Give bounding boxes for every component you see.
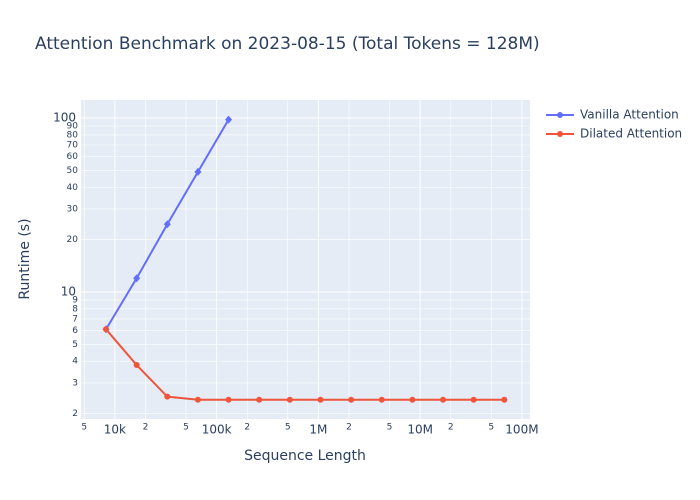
data-point bbox=[409, 396, 416, 403]
x-tick-label: 2 bbox=[448, 423, 454, 433]
y-tick-label: 8 bbox=[72, 304, 78, 314]
y-tick-label: 40 bbox=[67, 183, 79, 193]
x-tick-label: 5 bbox=[488, 423, 494, 433]
legend-marker bbox=[557, 112, 563, 118]
x-tick-label: 10M bbox=[407, 423, 433, 437]
x-tick-label: 100k bbox=[202, 423, 232, 437]
x-tick-label: 5 bbox=[285, 423, 291, 433]
data-point bbox=[470, 396, 477, 403]
y-tick-label: 6 bbox=[72, 326, 78, 336]
y-tick-label: 60 bbox=[67, 152, 79, 162]
legend-label: Dilated Attention bbox=[580, 127, 682, 141]
y-tick-label: 7 bbox=[72, 314, 78, 324]
x-tick-label: 5 bbox=[183, 423, 189, 433]
x-tick-label: 2 bbox=[143, 423, 149, 433]
data-point bbox=[225, 396, 232, 403]
data-point bbox=[378, 396, 385, 403]
legend-marker bbox=[557, 131, 563, 137]
y-tick-label: 4 bbox=[72, 357, 78, 367]
y-tick-label: 5 bbox=[72, 340, 78, 350]
data-point bbox=[348, 396, 355, 403]
data-point bbox=[133, 362, 140, 369]
data-point bbox=[133, 274, 141, 283]
data-point bbox=[163, 220, 171, 229]
y-tick-label: 20 bbox=[67, 235, 79, 245]
x-tick-label: 10k bbox=[104, 423, 126, 437]
y-tick-label: 90 bbox=[67, 122, 79, 132]
y-tick-label: 9 bbox=[72, 295, 78, 305]
x-axis-title: Sequence Length bbox=[244, 448, 366, 464]
data-point bbox=[501, 396, 508, 403]
x-tick-label: 1M bbox=[309, 423, 327, 437]
y-tick-label: 70 bbox=[67, 140, 79, 150]
data-point bbox=[286, 396, 293, 403]
data-point bbox=[440, 396, 447, 403]
data-line bbox=[105, 328, 505, 401]
data-point bbox=[194, 167, 202, 176]
x-tick-label: 100M bbox=[505, 423, 538, 437]
y-axis-title: Runtime (s) bbox=[17, 218, 33, 299]
y-tick-label: 2 bbox=[72, 409, 78, 419]
y-tick-label: 50 bbox=[67, 166, 79, 176]
data-point bbox=[256, 396, 263, 403]
x-tick-label: 5 bbox=[81, 423, 87, 433]
y-tick-label: 3 bbox=[72, 378, 78, 388]
data-point bbox=[225, 115, 233, 124]
data-point bbox=[317, 396, 324, 403]
x-tick-label: 5 bbox=[387, 423, 393, 433]
data-point bbox=[103, 326, 110, 333]
plot-area bbox=[81, 100, 530, 419]
x-tick-label: 2 bbox=[244, 423, 250, 433]
y-tick-label: 80 bbox=[67, 130, 79, 140]
y-tick-label: 100 bbox=[53, 111, 76, 125]
x-tick-label: 2 bbox=[346, 423, 352, 433]
y-tick-label: 30 bbox=[67, 204, 79, 214]
legend-label: Vanilla Attention bbox=[580, 108, 679, 122]
data-point bbox=[164, 393, 171, 400]
chart-title: Attention Benchmark on 2023-08-15 (Total… bbox=[35, 34, 540, 54]
y-tick-label: 10 bbox=[61, 284, 76, 298]
data-point bbox=[194, 396, 201, 403]
